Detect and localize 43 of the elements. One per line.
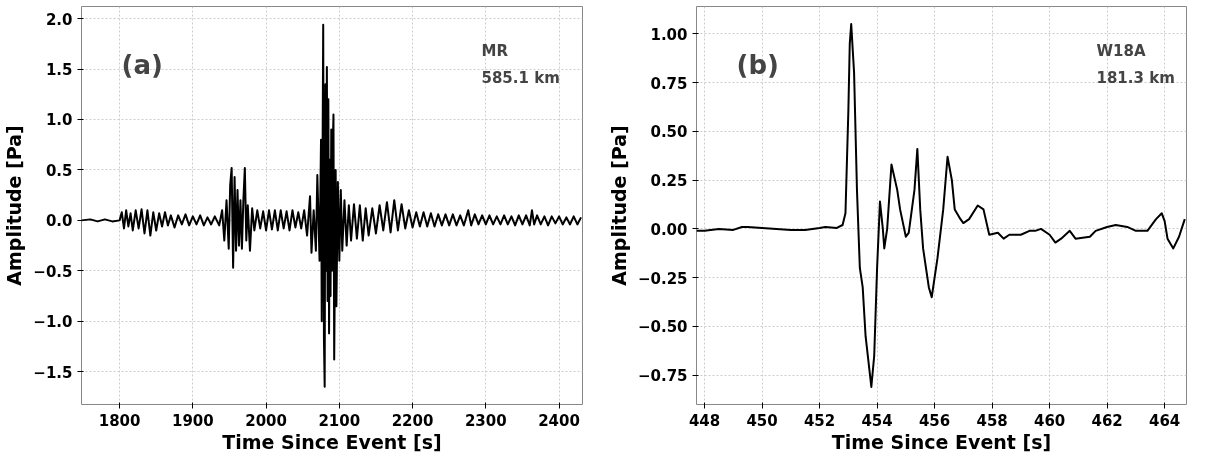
y-tick-label: 0.25: [650, 172, 688, 191]
annotation: (a): [121, 49, 163, 80]
x-tick-label: 448: [688, 411, 721, 430]
x-tick-label: 1800: [98, 411, 141, 430]
y-tick-label: −0.50: [637, 318, 688, 337]
y-tick-label: 0.5: [45, 161, 73, 180]
x-tick-label: 454: [861, 411, 893, 430]
y-tick-label: 2.0: [45, 10, 73, 29]
y-tick-label: 1.5: [45, 61, 73, 80]
annotation: 585.1 km: [481, 68, 560, 87]
x-tick-label: 450: [746, 411, 778, 430]
annotation: W18A: [1096, 41, 1146, 60]
annotation: (b): [736, 49, 779, 80]
x-axis-title: Time Since Event [s]: [831, 430, 1052, 453]
y-tick-label: 0.75: [650, 74, 688, 93]
x-tick-label: 1900: [171, 411, 214, 430]
annotation: 181.3 km: [1096, 68, 1175, 87]
y-axis-title: Amplitude [Pa]: [3, 125, 26, 286]
x-tick-label: 460: [1033, 411, 1066, 430]
y-tick-label: −1.5: [33, 363, 73, 382]
annotation: MR: [481, 41, 509, 60]
y-tick-label: −0.25: [637, 269, 688, 288]
y-tick-label: −1.0: [33, 313, 73, 332]
y-tick-label: 1.00: [650, 25, 688, 44]
x-tick-label: 452: [803, 411, 836, 430]
y-tick-label: 0.00: [650, 220, 688, 239]
y-tick-label: −0.75: [637, 367, 688, 386]
line-series: [696, 23, 1186, 388]
x-tick-label: 456: [918, 411, 951, 430]
y-tick-label: 1.0: [45, 111, 73, 130]
x-tick-label: 458: [976, 411, 1008, 430]
y-axis-title: Amplitude [Pa]: [607, 125, 630, 286]
y-tick-label: 0.0: [45, 212, 73, 231]
x-tick-label: 464: [1148, 411, 1181, 430]
x-tick-label: 2000: [245, 411, 287, 430]
x-tick-label: 2100: [318, 411, 361, 430]
x-axis-title: Time Since Event [s]: [222, 430, 442, 453]
x-tick-label: 2200: [391, 411, 434, 430]
x-tick-label: 2400: [538, 411, 580, 430]
y-tick-label: 0.50: [650, 123, 688, 142]
y-tick-label: −0.5: [33, 262, 73, 281]
x-tick-label: 2300: [464, 411, 507, 430]
x-tick-label: 462: [1091, 411, 1123, 430]
